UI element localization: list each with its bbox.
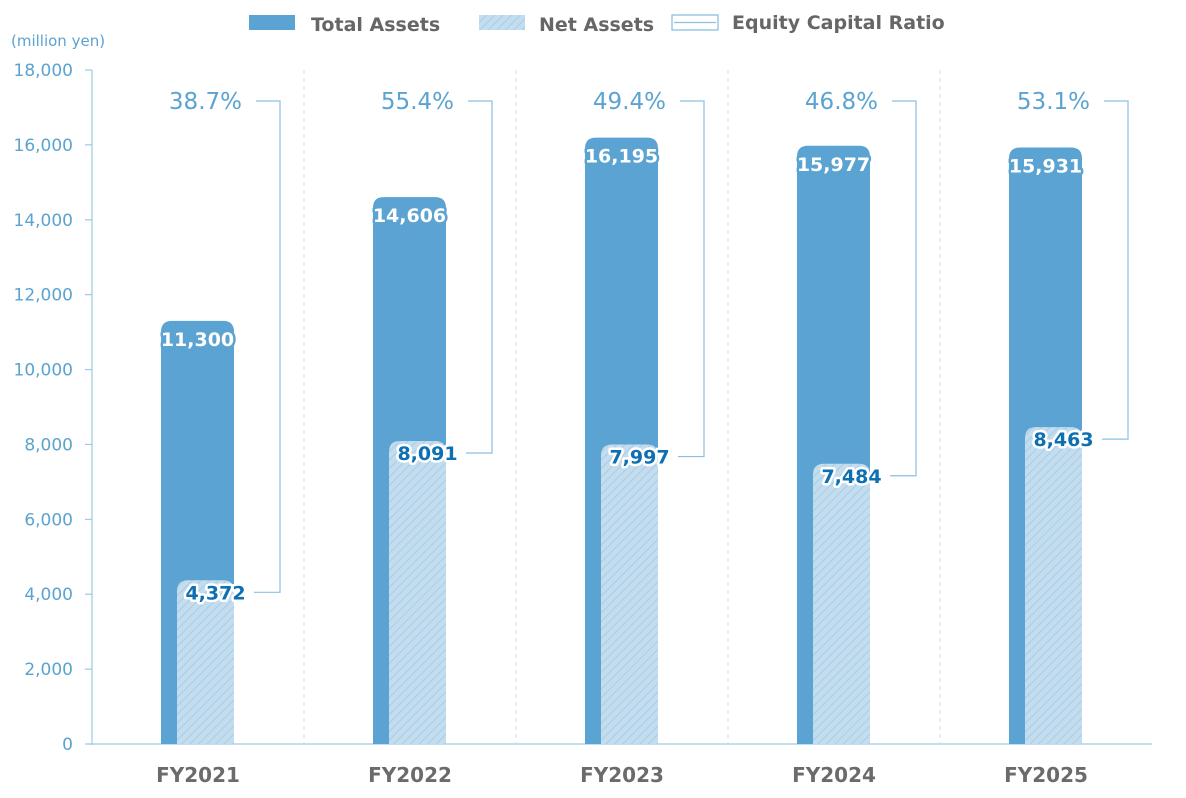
- net-assets-label: 8,091: [397, 443, 457, 465]
- total-assets-label: 15,931: [1009, 155, 1082, 177]
- y-axis: 0 2,000 4,000 6,000 8,000 10,000 12,000 14,000 1…: [14, 61, 92, 755]
- y-tick-label: 16,000: [14, 136, 73, 156]
- equity-ratio-connector: [1102, 100, 1129, 440]
- legend-label-net-assets: Net Assets: [539, 14, 654, 36]
- y-tick-label: 4,000: [24, 585, 73, 605]
- net-assets-label: 7,997: [609, 447, 669, 469]
- net-assets-bar: [1025, 427, 1082, 744]
- equity-ratio-label: 49.4%: [593, 89, 666, 115]
- net-assets-bar: [389, 441, 446, 744]
- equity-ratio-label: 53.1%: [1017, 89, 1090, 115]
- legend-label-equity-ratio: Equity Capital Ratio: [732, 12, 945, 34]
- equity-ratio-label: 38.7%: [169, 89, 242, 115]
- y-tick-label: 2,000: [24, 660, 73, 680]
- x-tick-label: FY2024: [792, 763, 876, 787]
- y-tick-label: 0: [62, 735, 73, 755]
- equity-ratio-connector: [466, 100, 493, 454]
- x-tick-label: FY2023: [580, 763, 664, 787]
- data-labels: 38.7% 11,300 4,372 55.4% 14,606 8,091 49.4% 16,…: [158, 89, 1096, 607]
- legend: Total Assets Net Assets Equity Capital R…: [249, 12, 945, 36]
- equity-ratio-label: 55.4%: [381, 89, 454, 115]
- y-tick-label: 18,000: [14, 61, 73, 81]
- net-assets-bar: [601, 444, 658, 744]
- ratio-connectors: [254, 100, 1129, 593]
- equity-ratio-connector: [890, 100, 917, 477]
- legend-label-total-assets: Total Assets: [311, 14, 440, 36]
- net-assets-bar: [177, 580, 234, 744]
- legend-swatch-net-assets: [479, 15, 525, 30]
- x-axis: FY2021 FY2022 FY2023 FY2024 FY2025: [156, 763, 1088, 787]
- total-assets-label: 14,606: [373, 205, 446, 227]
- equity-ratio-label: 46.8%: [805, 89, 878, 115]
- y-tick-label: 6,000: [24, 510, 73, 530]
- y-tick-label: 14,000: [14, 211, 73, 231]
- net-assets-label: 8,463: [1033, 429, 1093, 451]
- y-axis-unit-label: (million yen): [11, 32, 105, 50]
- y-tick-label: 8,000: [24, 435, 73, 455]
- y-tick-label: 10,000: [14, 361, 73, 381]
- x-tick-label: FY2022: [368, 763, 452, 787]
- x-tick-label: FY2021: [156, 763, 240, 787]
- net-assets-bar: [813, 463, 870, 744]
- total-assets-label: 16,195: [585, 146, 658, 168]
- net-assets-label: 7,484: [821, 466, 881, 488]
- equity-ratio-connector: [678, 100, 705, 458]
- equity-ratio-connector: [254, 100, 281, 593]
- total-assets-label: 15,977: [797, 154, 870, 176]
- bars: [161, 137, 1082, 745]
- net-assets-label: 4,372: [185, 582, 245, 604]
- legend-swatch-total-assets: [249, 15, 295, 30]
- y-tick-label: 12,000: [14, 286, 73, 306]
- category-separators: [303, 70, 941, 744]
- x-tick-label: FY2025: [1004, 763, 1088, 787]
- total-assets-label: 11,300: [161, 329, 234, 351]
